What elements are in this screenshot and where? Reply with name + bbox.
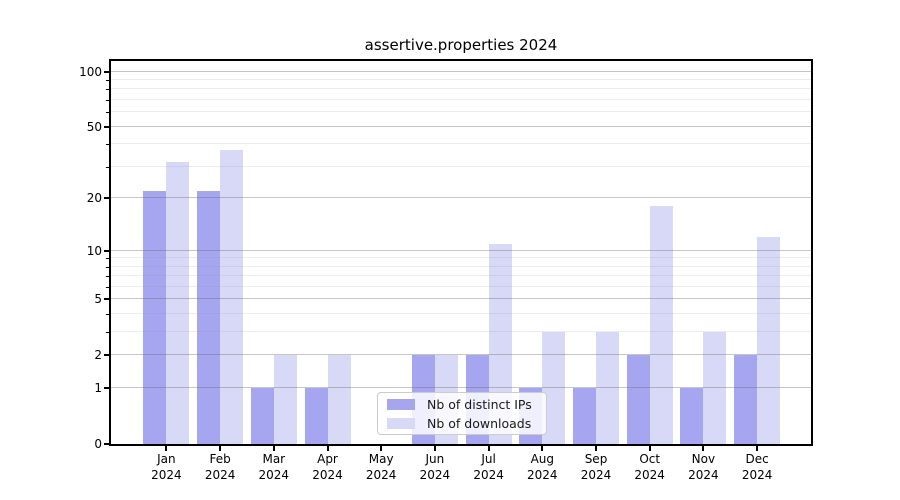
y-minortick-mark-40 [106,144,109,146]
x-tick-mark-aug [541,446,544,451]
bar-ips-feb [197,191,221,444]
x-tick-mark-jan [165,446,168,451]
gridline-minor-80 [111,88,811,90]
bar-downloads-apr [327,355,351,444]
y-tick-label-20: 20 [86,191,102,206]
bar-ips-nov [680,388,704,444]
bar-downloads-mar [273,355,297,444]
legend-label-downloads: Nb of downloads [427,415,532,431]
x-tick-label-feb: Feb 2024 [204,452,236,482]
gridline-minor-9 [111,257,811,259]
x-tick-label-aug: Aug 2024 [527,452,558,482]
legend-item-distinct-ips: Nb of distinct IPs [387,397,537,412]
x-tick-mark-may [380,446,383,451]
x-tick-label-jul: Jul 2024 [473,452,504,482]
y-tick-label-10: 10 [86,243,102,258]
y-tick-label-0: 0 [94,437,102,451]
gridline-minor-40 [111,143,811,145]
x-tick-label-jun: Jun 2024 [419,452,451,482]
y-tick-mark-20 [104,197,109,200]
gridline-minor-7 [111,275,811,277]
bar-ips-apr [304,388,328,444]
legend-label-distinct-ips: Nb of distinct IPs [427,396,532,412]
y-minortick-mark-9 [106,258,109,260]
bar-downloads-nov [703,332,727,444]
bar-ips-dec [734,355,758,444]
bar-downloads-oct [649,206,673,444]
x-tick-label-nov: Nov 2024 [688,452,719,482]
y-minortick-mark-3 [106,332,109,334]
legend: Nb of distinct IPs Nb of downloads [377,392,547,435]
y-tick-mark-100 [104,70,109,73]
legend-swatch-distinct-ips [387,398,415,410]
y-tick-mark-50 [104,125,109,128]
y-tick-label-2: 2 [94,348,102,363]
legend-item-downloads: Nb of downloads [387,416,537,431]
y-tick-mark-5 [104,298,109,301]
y-minortick-mark-60 [106,112,109,114]
gridline-minor-90 [111,79,811,80]
gridline-50 [111,125,811,127]
y-tick-mark-10 [104,249,109,252]
gridline-20 [111,197,811,199]
gridline-5 [111,298,811,300]
y-tick-mark-2 [104,354,109,357]
bar-downloads-feb [220,150,244,444]
y-tick-mark-0 [104,443,109,445]
x-tick-label-sep: Sep 2024 [580,452,612,482]
gridline-10 [111,249,811,251]
x-tick-label-oct: Oct 2024 [634,452,665,482]
x-tick-mark-jun [433,446,436,451]
bar-ips-sep [573,388,596,444]
gridline-minor-70 [111,99,811,100]
x-tick-label-dec: Dec 2024 [741,452,773,482]
x-tick-mark-oct [648,446,651,451]
x-tick-label-apr: Apr 2024 [312,452,343,482]
bar-downloads-jan [166,161,190,444]
y-minortick-mark-70 [106,100,109,101]
bar-downloads-sep [596,332,619,444]
x-tick-mark-sep [595,446,597,451]
x-tick-label-jan: Jan 2024 [151,452,182,482]
legend-swatch-downloads [387,417,415,429]
x-tick-label-may: May 2024 [365,452,397,482]
y-minortick-mark-8 [106,266,109,268]
gridline-100 [111,70,811,72]
chart-title: assertive.properties 2024 [364,36,558,54]
y-minortick-mark-90 [106,80,109,81]
y-minortick-mark-6 [106,287,109,288]
y-tick-label-1: 1 [94,381,102,396]
y-tick-label-50: 50 [86,119,102,134]
y-minortick-mark-4 [106,314,109,316]
x-tick-mark-dec [756,446,759,451]
gridline-1 [111,387,811,389]
gridline-minor-8 [111,265,811,267]
gridline-minor-30 [111,165,811,167]
x-tick-mark-jul [487,446,490,451]
y-tick-label-100: 100 [79,64,102,79]
gridline-2 [111,354,811,356]
gridline-minor-4 [111,313,811,315]
gridline-minor-60 [111,111,811,113]
x-tick-mark-mar [272,446,275,451]
y-tick-mark-1 [104,387,109,390]
bar-ips-oct [626,355,650,444]
bar-downloads-aug [542,332,566,444]
plot-area [109,59,813,446]
y-minortick-mark-80 [106,89,109,91]
gridline-minor-6 [111,286,811,287]
y-minortick-mark-7 [106,276,109,278]
y-tick-label-5: 5 [94,292,102,307]
x-tick-mark-feb [219,446,222,451]
bar-ips-jan [143,191,167,444]
bar-downloads-dec [757,237,781,444]
x-tick-mark-apr [326,446,329,451]
bar-ips-mar [250,388,274,444]
x-tick-label-mar: Mar 2024 [258,452,290,482]
gridline-minor-3 [111,331,811,333]
x-tick-mark-nov [702,446,705,451]
y-minortick-mark-30 [106,166,109,168]
